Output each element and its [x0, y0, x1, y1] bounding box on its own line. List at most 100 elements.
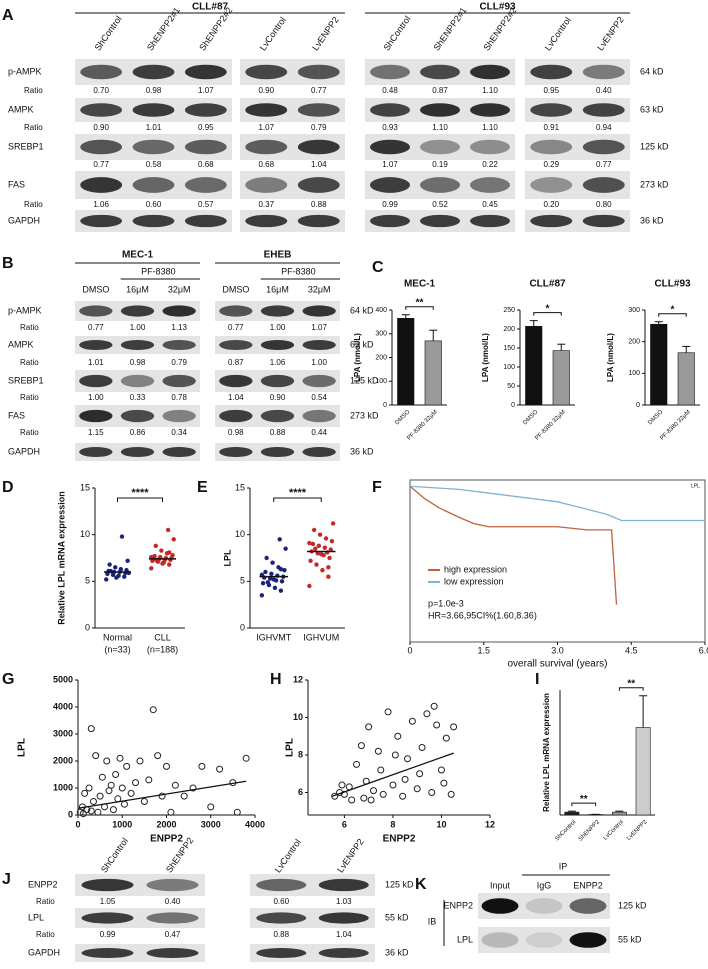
dot [278, 567, 284, 572]
band [260, 305, 295, 317]
band [256, 947, 307, 959]
point [401, 775, 409, 783]
y-tick-label: 0 [636, 402, 640, 409]
ratio-value: 0.90 [270, 393, 286, 402]
x-axis-label: ENPP2 [150, 834, 183, 845]
band [302, 446, 336, 458]
dot [158, 554, 163, 560]
dot [264, 555, 269, 561]
ratio-value: 0.79 [171, 358, 187, 367]
x-tick-label: PF-8380 32μM [534, 409, 566, 441]
dot [278, 588, 284, 593]
band [530, 177, 573, 193]
kd-label: 36 kD [385, 947, 409, 957]
band [420, 139, 460, 155]
ratio-value: 0.77 [228, 323, 244, 332]
ratio-value: 0.60 [273, 897, 289, 906]
y-tick-label: 200 [375, 354, 387, 361]
band [302, 374, 336, 388]
chart-title: CLL#87 [529, 279, 566, 290]
lane-label: 16μM [126, 284, 149, 294]
significance: * [546, 303, 550, 314]
dot [167, 550, 172, 555]
point [233, 808, 241, 816]
dot [267, 576, 273, 581]
ratio-value: 0.87 [228, 358, 244, 367]
band [245, 214, 288, 228]
y-tick-label: 200 [503, 326, 515, 333]
ratio-value: 1.00 [270, 323, 286, 332]
y-tick-label: 150 [503, 345, 515, 352]
y-tick-label: 12 [293, 674, 303, 684]
ratio-value: 0.19 [432, 160, 448, 169]
dot [322, 545, 328, 550]
panel-letter: D [2, 479, 14, 496]
dot [316, 543, 322, 549]
x-tick-label: 12 [485, 819, 495, 829]
band [370, 139, 410, 155]
dot [319, 552, 324, 557]
row-label: ENPP2 [443, 900, 473, 910]
band [582, 139, 625, 155]
chart-title: MEC-1 [404, 279, 436, 290]
dot [263, 569, 268, 575]
band [80, 103, 123, 117]
dot [328, 547, 333, 552]
ratio-value: 0.77 [93, 160, 109, 169]
ratio-value: 1.07 [198, 86, 214, 95]
dot [314, 562, 319, 567]
y-axis-label: Relative LPL mRNA expression [56, 491, 66, 625]
x-tick-label: ShControl [554, 819, 577, 842]
dot [107, 562, 112, 567]
point [96, 792, 104, 800]
y-tick-label: 0 [240, 622, 245, 632]
kd-label: 64 kD [640, 66, 664, 76]
band [81, 878, 134, 892]
band [525, 932, 563, 948]
point [338, 781, 346, 789]
point [112, 771, 120, 778]
fit-line [77, 780, 247, 809]
dot [118, 567, 124, 572]
point [123, 762, 131, 770]
dot [315, 551, 320, 556]
kd-label: 64 kD [350, 305, 374, 315]
band [481, 932, 519, 948]
band [370, 64, 410, 80]
kd-label: 63 kD [350, 339, 374, 349]
ratio-value: 0.93 [382, 123, 398, 132]
band [80, 139, 123, 155]
band [470, 103, 510, 117]
kd-label: 125 kD [350, 375, 379, 385]
dot [149, 554, 154, 560]
dot [317, 532, 323, 537]
bar [424, 340, 442, 406]
x-tick-label: IGHVMT [256, 632, 292, 642]
x-tick-label: PF-8380 32μM [659, 409, 691, 441]
point [154, 752, 162, 760]
dot [265, 580, 271, 585]
ratio-value: 0.94 [596, 123, 612, 132]
y-axis-label: LPL [222, 549, 232, 567]
dot [307, 583, 312, 589]
band [219, 339, 253, 351]
band [132, 139, 175, 155]
dot [113, 565, 118, 570]
significance: ** [627, 678, 635, 689]
band [245, 177, 288, 193]
x-tick-label: 1000 [112, 819, 132, 829]
annotation: HR=3.66,95CI%(1.60,8.36) [428, 610, 537, 620]
band [260, 374, 295, 388]
legend-entry: low expression [444, 576, 504, 586]
point [216, 765, 224, 773]
kd-label: 273 kD [350, 410, 379, 420]
y-tick-label: 200 [628, 339, 640, 346]
ratio-label: Ratio [20, 323, 39, 332]
ratio-value: 0.70 [93, 86, 109, 95]
band [219, 374, 253, 388]
lane-label: LvENPP2 [595, 15, 626, 53]
ratio-label: Ratio [24, 200, 43, 209]
lane-label: LvENPP2 [335, 837, 366, 875]
dot [259, 593, 265, 598]
